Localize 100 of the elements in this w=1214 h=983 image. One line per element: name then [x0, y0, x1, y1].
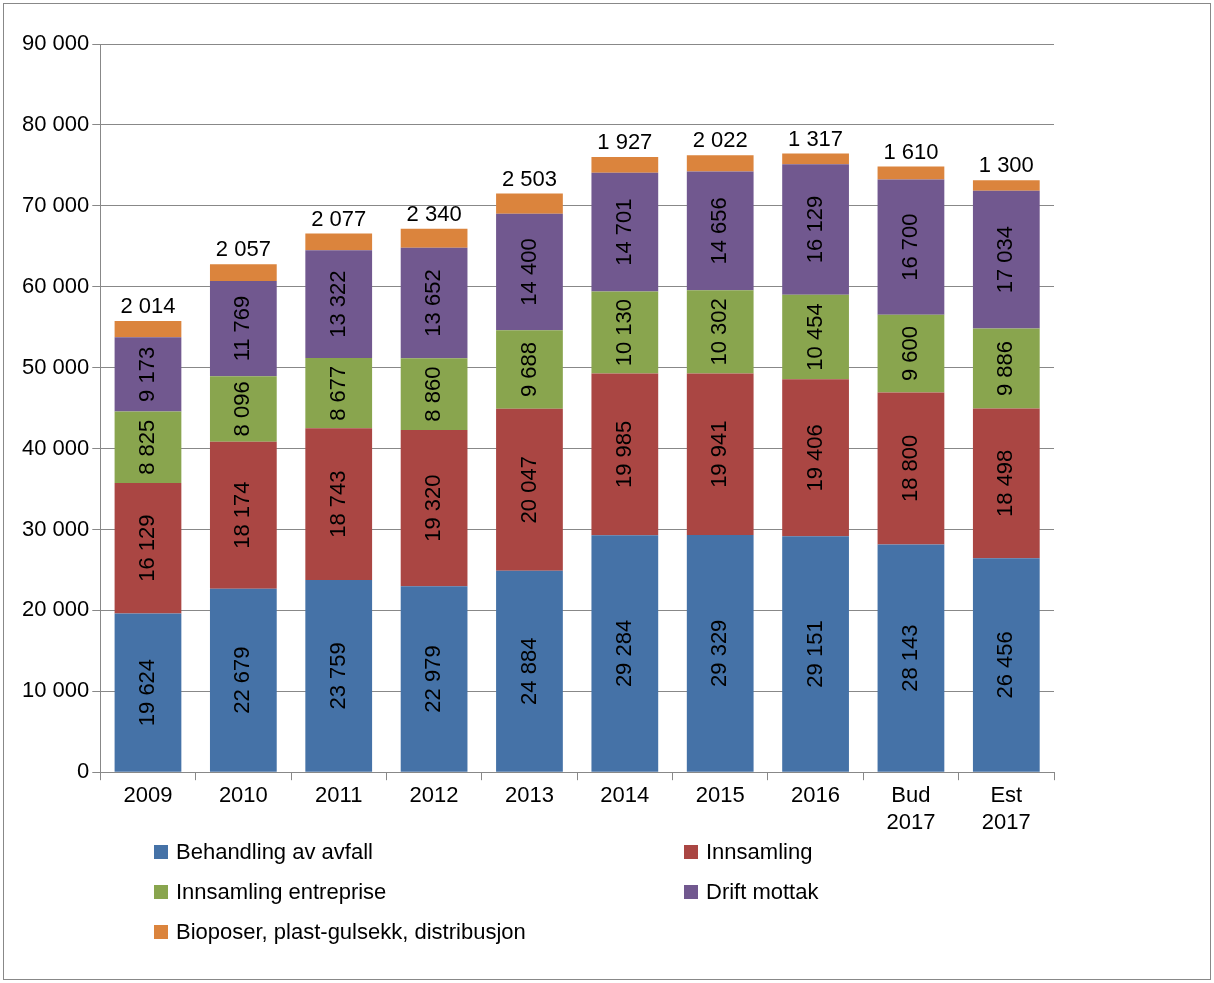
bar	[305, 579, 373, 772]
bar	[591, 535, 659, 772]
legend-label: Behandling av avfall	[176, 839, 373, 865]
data-label: 14 656	[706, 197, 732, 265]
y-tick-label: 0	[77, 758, 90, 784]
bar	[972, 408, 1040, 559]
bar	[305, 233, 373, 251]
data-label: 18 498	[992, 449, 1018, 517]
data-label: 1 927	[597, 129, 653, 155]
data-label: 22 979	[420, 645, 446, 713]
x-tick-label: Est 2017	[981, 782, 1031, 834]
x-tick-label: 2009	[123, 782, 173, 808]
data-label: 10 130	[610, 298, 636, 367]
bar	[591, 157, 659, 173]
data-label: 19 406	[801, 424, 827, 492]
data-label: 20 047	[515, 456, 541, 524]
data-label: 19 320	[420, 474, 446, 542]
data-label: 2 077	[311, 205, 367, 231]
data-label: 14 701	[610, 198, 636, 266]
bar	[877, 179, 945, 315]
y-tick-label: 90 000	[21, 30, 90, 56]
data-label: 23 759	[324, 642, 350, 710]
data-label: 10 454	[801, 303, 827, 371]
bar	[972, 328, 1040, 409]
data-label: 19 941	[706, 420, 732, 488]
data-label: 8 825	[134, 419, 160, 475]
bar	[496, 570, 563, 772]
bar	[877, 166, 945, 180]
bar	[496, 213, 563, 331]
bar	[209, 588, 277, 772]
data-label: 2 057	[215, 236, 271, 262]
bar	[209, 264, 277, 281]
bar	[877, 544, 945, 772]
data-label: 19 985	[610, 420, 636, 489]
data-label: 18 174	[229, 481, 255, 549]
bar	[877, 314, 945, 393]
x-tick-label: Bud 2017	[886, 782, 936, 834]
data-label: 10 302	[706, 298, 732, 366]
bar	[209, 280, 277, 377]
y-tick-label: 60 000	[21, 272, 90, 298]
bar	[496, 330, 563, 409]
x-tick-label: 2012	[409, 782, 459, 808]
data-label: 18 743	[324, 470, 350, 538]
data-label: 29 284	[610, 619, 636, 688]
y-tick-label: 10 000	[21, 677, 90, 703]
data-label: 16 129	[801, 195, 827, 264]
bar	[496, 193, 563, 214]
bar	[782, 379, 849, 537]
data-label: 9 886	[992, 340, 1018, 397]
data-label: 16 700	[897, 213, 923, 281]
bar	[209, 441, 277, 589]
bar	[209, 376, 277, 442]
data-label: 2 340	[406, 200, 462, 226]
y-tick-label: 80 000	[21, 110, 90, 136]
bar	[400, 247, 468, 359]
data-label: 13 322	[324, 270, 350, 338]
bar	[114, 411, 182, 483]
data-label: 2 503	[501, 165, 557, 191]
data-label: 26 456	[992, 631, 1018, 699]
data-label: 13 652	[420, 269, 446, 337]
bar	[686, 534, 754, 772]
bar	[591, 172, 659, 292]
x-tick-label: 2014	[600, 782, 650, 808]
x-tick-label: 2010	[218, 782, 268, 808]
bar	[686, 171, 754, 291]
bar	[972, 190, 1040, 329]
bar	[400, 429, 468, 587]
y-tick-label: 50 000	[21, 353, 90, 379]
data-label: 24 884	[515, 637, 541, 705]
data-label: 16 129	[134, 514, 160, 582]
bar	[305, 428, 373, 580]
data-label: 9 688	[515, 341, 541, 397]
data-label: 11 769	[229, 295, 255, 362]
data-label: 14 400	[515, 238, 541, 306]
bar	[972, 180, 1040, 191]
data-label: 8 096	[229, 381, 255, 437]
x-tick-label: 2013	[504, 782, 554, 808]
data-label: 18 800	[897, 434, 923, 503]
bar	[782, 153, 849, 165]
data-label: 29 151	[801, 620, 827, 688]
legend-label: Bioposer, plast-gulsekk, distribusjon	[176, 919, 526, 945]
data-label: 17 034	[992, 225, 1018, 294]
bar	[114, 321, 182, 338]
bar	[686, 155, 754, 172]
legend-label: Drift mottak	[706, 879, 819, 905]
bar	[686, 290, 754, 374]
bar	[400, 358, 468, 430]
bar	[400, 586, 468, 772]
bar	[114, 337, 182, 412]
data-label: 28 143	[897, 624, 923, 692]
bar	[972, 558, 1040, 772]
data-label: 2 022	[692, 127, 748, 153]
x-tick-label: 2015	[695, 782, 745, 808]
data-label: 22 679	[229, 646, 255, 714]
y-tick-label: 70 000	[21, 191, 90, 217]
bar	[114, 482, 182, 614]
bar	[591, 291, 659, 374]
bar	[877, 392, 945, 545]
data-label: 8 860	[420, 366, 446, 422]
bar	[400, 228, 468, 248]
